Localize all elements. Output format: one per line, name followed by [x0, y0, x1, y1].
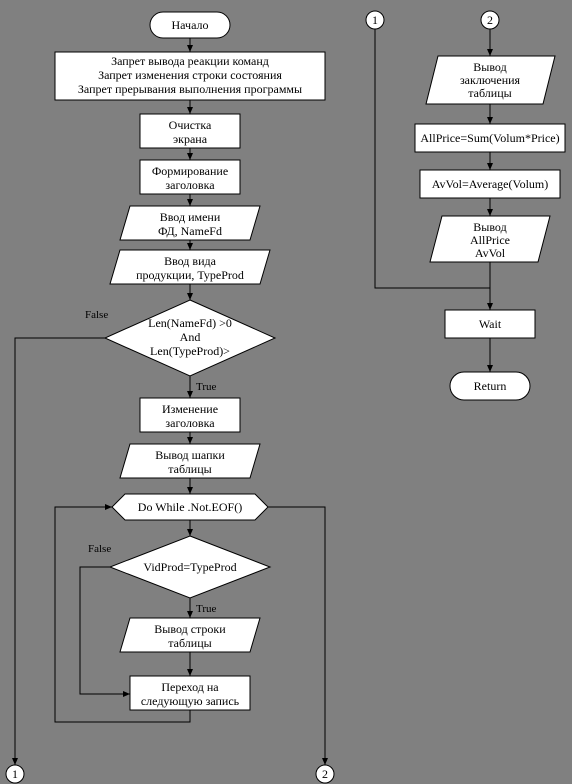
svg-text:VidProd=TypeProd: VidProd=TypeProd: [143, 560, 236, 574]
svg-text:таблицы: таблицы: [168, 636, 211, 650]
svg-text:Формирование: Формирование: [152, 164, 228, 178]
svg-text:Return: Return: [474, 379, 507, 393]
node-printres: Вывод AllPrice AvVol: [430, 216, 550, 262]
svg-text:2: 2: [487, 13, 493, 27]
svg-text:следующую запись: следующую запись: [141, 694, 240, 708]
svg-text:ФД, NameFd: ФД, NameFd: [158, 224, 222, 238]
node-start: Начало: [150, 12, 230, 38]
label-true2: True: [196, 603, 216, 615]
connector-2-top: 2: [481, 11, 499, 29]
svg-text:Изменение: Изменение: [162, 402, 218, 416]
node-printend: Вывод заключения таблицы: [426, 56, 555, 104]
svg-text:Ввод имени: Ввод имени: [160, 210, 221, 224]
node-return: Return: [450, 372, 530, 400]
svg-text:Do While .Not.EOF(): Do While .Not.EOF(): [138, 500, 242, 514]
svg-text:1: 1: [372, 13, 378, 27]
connector-2-bottom: 2: [316, 765, 334, 783]
node-avvol: AvVol=Average(Volum): [420, 170, 560, 198]
node-inputname: Ввод имени ФД, NameFd: [120, 206, 260, 240]
node-nextrec: Переход на следующую запись: [130, 676, 250, 710]
svg-text:заголовка: заголовка: [165, 178, 215, 192]
node-loop: Do While .Not.EOF(): [112, 494, 268, 520]
node-allprice: AllPrice=Sum(Volum*Price): [415, 124, 565, 152]
svg-text:заключения: заключения: [460, 73, 521, 87]
svg-text:Запрет изменения строки состоя: Запрет изменения строки состояния: [98, 68, 282, 82]
label-true1: True: [196, 381, 216, 393]
connector-1-bottom: 1: [6, 765, 24, 783]
node-formheader: Формирование заголовка: [140, 160, 240, 194]
svg-text:2: 2: [322, 767, 328, 781]
svg-text:таблицы: таблицы: [468, 86, 511, 100]
svg-text:AvVol: AvVol: [475, 246, 506, 260]
node-clear: Очистка экрана: [140, 114, 240, 148]
svg-text:Запрет вывода реакции команд: Запрет вывода реакции команд: [111, 54, 269, 68]
svg-text:Вывод: Вывод: [473, 220, 506, 234]
svg-text:Len(TypeProd)>: Len(TypeProd)>: [150, 344, 230, 358]
label-false2: False: [88, 543, 111, 555]
node-prohibitions: Запрет вывода реакции команд Запрет изме…: [55, 52, 325, 100]
svg-text:Ввод вида: Ввод вида: [164, 254, 217, 268]
svg-text:таблицы: таблицы: [168, 462, 211, 476]
svg-text:Len(NameFd) >0: Len(NameFd) >0: [148, 316, 232, 330]
svg-text:Начало: Начало: [172, 18, 209, 32]
svg-text:экрана: экрана: [173, 132, 208, 146]
node-printrow: Вывод строки таблицы: [120, 618, 260, 652]
svg-text:1: 1: [12, 767, 18, 781]
node-changeheader: Изменение заголовка: [140, 398, 240, 432]
connector-1-top: 1: [366, 11, 384, 29]
svg-text:Очистка: Очистка: [169, 118, 212, 132]
label-false1: False: [85, 309, 108, 321]
svg-text:And: And: [180, 330, 201, 344]
svg-text:продукции, TypeProd: продукции, TypeProd: [136, 268, 244, 282]
svg-text:AllPrice=Sum(Volum*Price): AllPrice=Sum(Volum*Price): [420, 131, 559, 145]
svg-text:Вывод строки: Вывод строки: [154, 622, 226, 636]
svg-text:Вывод шапки: Вывод шапки: [155, 448, 225, 462]
svg-text:Wait: Wait: [479, 317, 502, 331]
node-inputtype: Ввод вида продукции, TypeProd: [110, 250, 270, 284]
node-wait: Wait: [445, 310, 535, 338]
svg-text:заголовка: заголовка: [165, 416, 215, 430]
svg-text:AllPrice: AllPrice: [470, 233, 510, 247]
svg-text:Переход на: Переход на: [161, 680, 219, 694]
node-printhead: Вывод шапки таблицы: [120, 444, 260, 478]
svg-text:Вывод: Вывод: [473, 60, 506, 74]
svg-text:AvVol=Average(Volum): AvVol=Average(Volum): [432, 177, 549, 191]
svg-text:Запрет прерывания выполнения п: Запрет прерывания выполнения программы: [78, 82, 302, 96]
